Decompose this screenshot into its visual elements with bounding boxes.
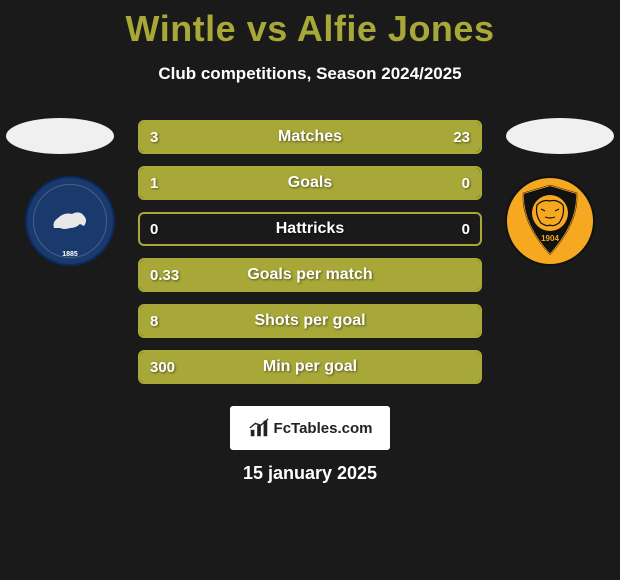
player-avatar-right [506, 118, 614, 154]
stat-label: Min per goal [140, 352, 480, 382]
page-title: Wintle vs Alfie Jones [0, 0, 620, 50]
stat-label: Goals [140, 168, 480, 198]
fctables-logo[interactable]: FcTables.com [230, 406, 390, 450]
stat-row: 323Matches [138, 120, 482, 154]
stat-row: 300Min per goal [138, 350, 482, 384]
logo-text: FcTables.com [274, 420, 373, 437]
stat-row: 10Goals [138, 166, 482, 200]
tiger-shield-icon: 1904 [517, 183, 583, 259]
svg-text:1904: 1904 [541, 234, 559, 243]
stat-label: Goals per match [140, 260, 480, 290]
stat-label: Shots per goal [140, 306, 480, 336]
player-avatar-left [6, 118, 114, 154]
date-text: 15 january 2025 [0, 463, 620, 484]
team-crest-right: 1904 [505, 176, 595, 266]
chart-icon [248, 417, 270, 439]
stat-row: 8Shots per goal [138, 304, 482, 338]
lion-icon [43, 194, 97, 248]
team-crest-left: 1885 [25, 176, 115, 266]
stat-row: 0.33Goals per match [138, 258, 482, 292]
stat-row: 00Hattricks [138, 212, 482, 246]
stat-label: Hattricks [140, 214, 480, 244]
crest-year-left: 1885 [27, 251, 113, 258]
stats-rows: 323Matches 10Goals 00Hattricks 0.33Goals pe… [138, 120, 482, 396]
stat-label: Matches [140, 122, 480, 152]
subtitle: Club competitions, Season 2024/2025 [0, 64, 620, 84]
